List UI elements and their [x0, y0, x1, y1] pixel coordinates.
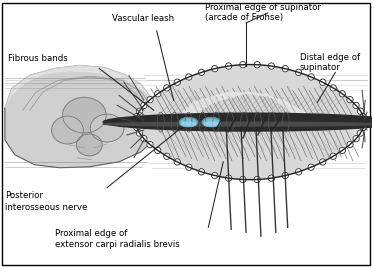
Circle shape [254, 62, 260, 68]
Circle shape [282, 65, 288, 72]
Text: Vascular leash: Vascular leash [112, 14, 174, 23]
Polygon shape [136, 122, 364, 180]
Circle shape [211, 172, 218, 179]
Circle shape [141, 102, 147, 109]
Circle shape [186, 74, 192, 80]
Circle shape [240, 176, 246, 183]
Circle shape [308, 74, 314, 80]
Circle shape [134, 124, 140, 131]
Circle shape [330, 85, 336, 91]
Circle shape [136, 130, 142, 136]
Circle shape [339, 147, 345, 154]
Circle shape [347, 141, 353, 148]
Ellipse shape [103, 122, 375, 126]
Ellipse shape [181, 122, 196, 126]
Polygon shape [136, 65, 364, 180]
Circle shape [361, 119, 367, 125]
Circle shape [225, 63, 232, 69]
Text: Proximal edge of supinator
(arcade of Frohse): Proximal edge of supinator (arcade of Fr… [206, 3, 321, 23]
Circle shape [360, 113, 366, 120]
Circle shape [198, 69, 205, 76]
Circle shape [357, 130, 364, 136]
Circle shape [147, 141, 153, 148]
Circle shape [353, 102, 359, 109]
Circle shape [141, 136, 147, 142]
Ellipse shape [103, 113, 375, 131]
Circle shape [211, 65, 218, 72]
Ellipse shape [180, 118, 197, 126]
Circle shape [347, 96, 353, 103]
Polygon shape [5, 66, 159, 168]
Circle shape [360, 124, 366, 131]
Circle shape [320, 159, 326, 165]
Circle shape [308, 164, 314, 170]
Circle shape [136, 108, 142, 114]
Ellipse shape [90, 114, 124, 142]
Text: Posterior
interosseous nerve: Posterior interosseous nerve [5, 191, 87, 211]
Ellipse shape [63, 97, 106, 133]
Ellipse shape [204, 122, 219, 126]
Circle shape [154, 91, 161, 97]
Ellipse shape [52, 116, 83, 144]
Ellipse shape [76, 134, 102, 156]
Circle shape [330, 153, 336, 159]
Circle shape [134, 113, 140, 120]
Circle shape [198, 169, 205, 175]
Circle shape [240, 62, 246, 68]
Circle shape [268, 175, 274, 181]
Text: Fibrous bands: Fibrous bands [8, 54, 68, 63]
Circle shape [186, 164, 192, 170]
Circle shape [164, 85, 170, 91]
Circle shape [357, 108, 364, 114]
Text: Proximal edge of
extensor carpi radialis brevis: Proximal edge of extensor carpi radialis… [55, 229, 179, 249]
Polygon shape [183, 92, 308, 117]
Circle shape [296, 69, 302, 76]
Circle shape [268, 63, 274, 69]
Circle shape [225, 175, 232, 181]
Circle shape [164, 153, 170, 159]
Circle shape [174, 79, 180, 85]
Polygon shape [136, 65, 364, 122]
Ellipse shape [202, 118, 220, 126]
Circle shape [174, 159, 180, 165]
Circle shape [147, 96, 153, 103]
Text: Distal edge of
supinator: Distal edge of supinator [300, 53, 360, 72]
Circle shape [154, 147, 161, 154]
Circle shape [339, 91, 345, 97]
Circle shape [282, 172, 288, 179]
Circle shape [296, 169, 302, 175]
Circle shape [353, 136, 359, 142]
Circle shape [254, 176, 260, 183]
Circle shape [320, 79, 326, 85]
Circle shape [133, 119, 139, 125]
Polygon shape [5, 66, 151, 108]
